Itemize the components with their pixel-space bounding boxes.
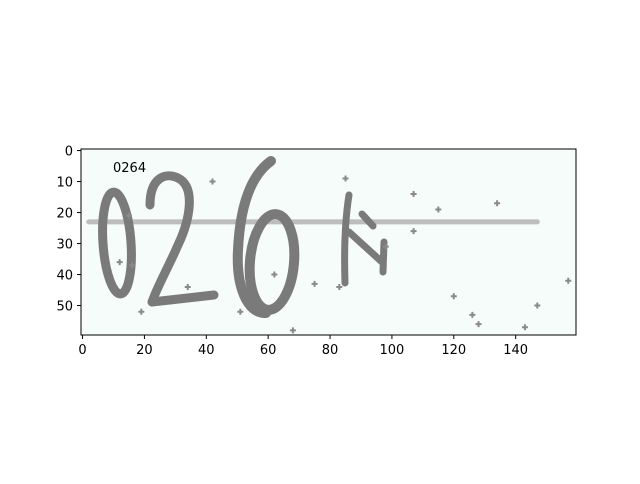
x-tick-label: 40 [198,343,215,358]
noise-dot [435,206,442,213]
x-tick-label: 60 [260,343,277,358]
noise-dot [342,175,349,182]
noise-dot [125,212,132,219]
y-axis: 0 10 20 30 40 50 [56,145,81,315]
captcha-char-4 [341,191,388,287]
x-tick-label: 80 [322,343,339,358]
noise-dot [534,302,541,309]
noise-dot [475,321,482,328]
y-tick-label: 0 [65,145,73,160]
noise-dot [237,308,244,315]
noise-dots [116,175,572,334]
y-tick-label: 40 [56,269,73,284]
y-tick-label: 50 [56,300,73,315]
noise-dot [410,228,417,235]
captcha-glyphs [86,156,572,334]
noise-dot [209,178,216,185]
x-tick-label: 100 [380,343,405,358]
noise-dot [138,308,145,315]
noise-dot [521,324,528,331]
noise-dot [565,277,572,284]
captcha-char-2 [145,171,219,307]
captcha-char-6 [232,156,300,318]
noise-dot [289,327,296,334]
noise-dot [184,283,191,290]
noise-dot [336,283,343,290]
x-tick-label: 120 [441,343,466,358]
noise-dot [450,293,457,300]
noise-dot [129,262,136,269]
noise-dot [382,243,389,250]
noise-dot [271,271,278,278]
x-tick-label: 20 [136,343,153,358]
y-tick-label: 10 [56,176,73,191]
noise-dot [116,259,123,266]
noise-dot [311,280,318,287]
noise-dot [494,200,501,207]
axes-frame [80,148,577,336]
captcha-char-0 [98,187,136,299]
y-tick-label: 20 [56,207,73,222]
noise-dot [469,311,476,318]
noise-dot [410,190,417,197]
x-axis: 0 20 40 60 80 100 120 140 [78,335,528,358]
y-tick-label: 30 [56,238,73,253]
x-tick-label: 140 [503,343,528,358]
captcha-annotation: 0264 [113,161,146,176]
x-tick-label: 0 [78,343,86,358]
